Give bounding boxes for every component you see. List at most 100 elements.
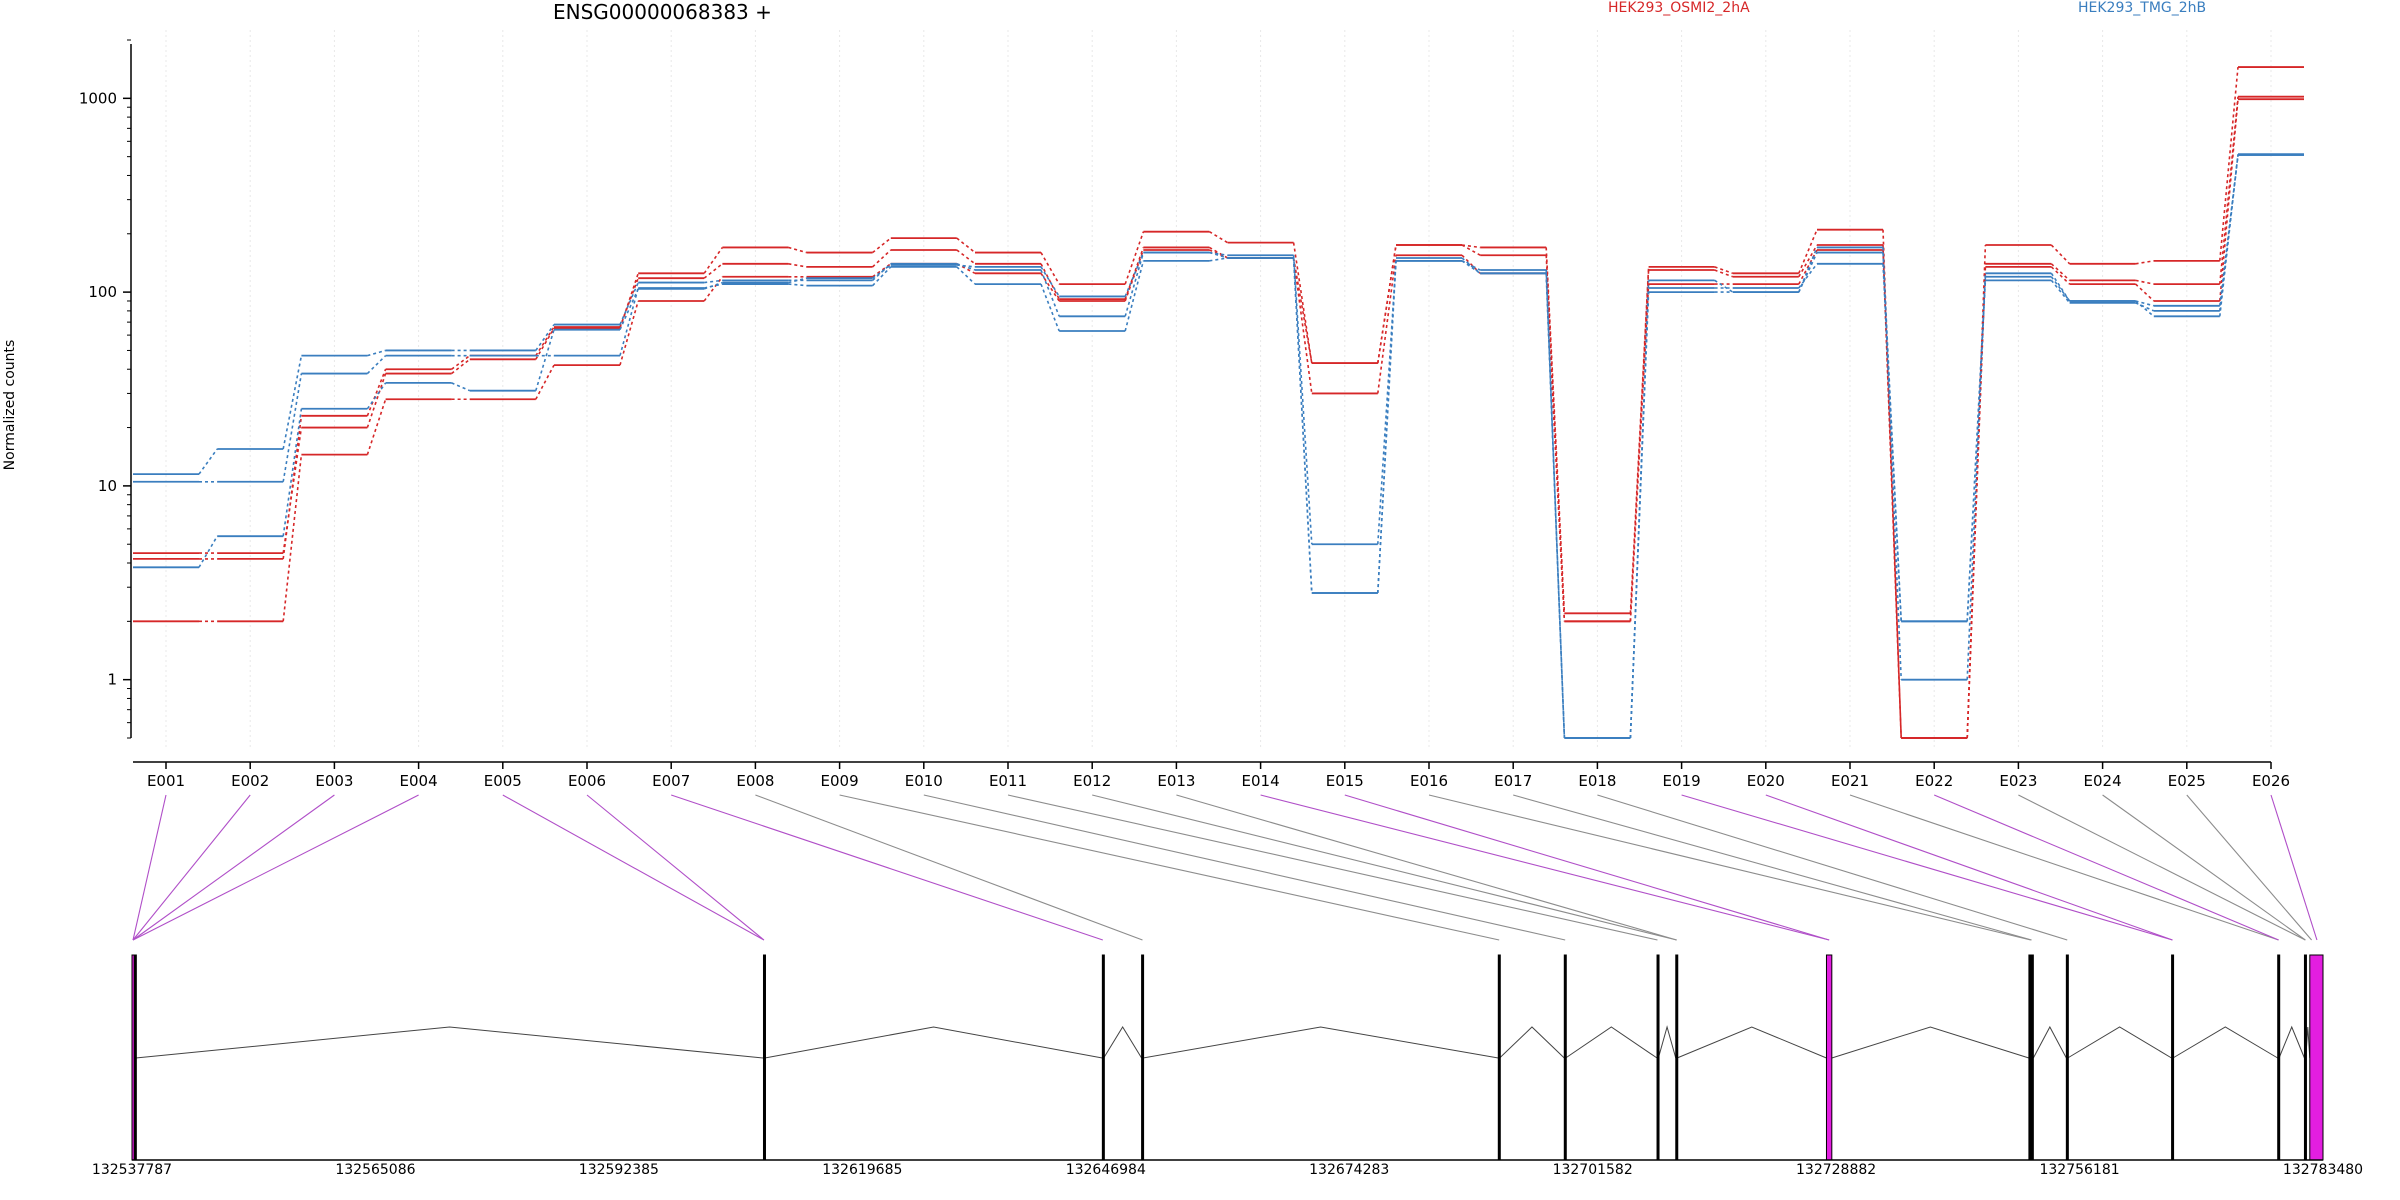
x-tick-label: E020 xyxy=(1747,772,1785,790)
series-connector xyxy=(2050,263,2071,281)
series-connector xyxy=(703,276,724,302)
series-connector xyxy=(2219,96,2239,285)
intron-line xyxy=(2278,1025,2305,1059)
series-connector xyxy=(2219,99,2239,302)
exon-connector xyxy=(1513,794,2032,941)
series-connector xyxy=(2219,66,2239,261)
series-connector xyxy=(1208,231,1229,244)
intron-line xyxy=(1657,1025,1677,1059)
chart-title: ENSG00000068383 + xyxy=(553,0,772,24)
series-connector xyxy=(1461,260,1481,271)
series-connector xyxy=(956,266,976,285)
exon-connector xyxy=(1681,794,2173,941)
exon-box xyxy=(1675,954,1679,1161)
series-connector xyxy=(198,448,218,475)
genomic-tick-label: 132756181 xyxy=(2039,1162,2119,1178)
genomic-tick-label: 132674283 xyxy=(1309,1162,1389,1178)
exon-connector xyxy=(1765,794,2173,941)
genomic-tick-label: 132592385 xyxy=(579,1162,659,1178)
series-connector xyxy=(367,349,386,357)
x-tick-label: E021 xyxy=(1831,772,1869,790)
series-connector xyxy=(788,263,807,268)
exon-connector xyxy=(132,794,167,941)
x-tick-label: E019 xyxy=(1663,772,1701,790)
intron-line xyxy=(2067,1026,2172,1059)
x-tick-label: E004 xyxy=(400,772,438,790)
series-connector xyxy=(872,237,892,254)
exon-connector xyxy=(671,794,1103,941)
exon-connector xyxy=(1428,794,2031,941)
exon-connector xyxy=(1092,794,1677,941)
y-tick-label: 100 xyxy=(88,283,117,301)
series-connector xyxy=(1714,279,1734,293)
series-connector xyxy=(1882,247,1902,680)
legend-entry-tmg: HEK293_TMG_2hB xyxy=(2078,0,2207,16)
genomic-tick-label: 132646984 xyxy=(1066,1162,1146,1178)
series-connector xyxy=(2135,300,2155,317)
series-connector xyxy=(1377,255,1397,394)
series-connector xyxy=(2050,266,2071,285)
series-connector xyxy=(198,535,218,568)
series-connector xyxy=(1377,244,1397,364)
exon-connector xyxy=(1176,794,1677,941)
series-connector xyxy=(1629,280,1650,739)
series-connector xyxy=(1798,263,1818,289)
exon-connector xyxy=(1344,794,1830,941)
exon-connector xyxy=(132,794,335,941)
series-connector xyxy=(956,264,976,268)
series-connector xyxy=(1040,252,1060,285)
x-tick-label: E025 xyxy=(2168,772,2206,790)
series-connector xyxy=(1629,266,1650,614)
x-tick-label: E011 xyxy=(989,772,1027,790)
series-connector xyxy=(451,382,471,392)
exon-connector xyxy=(755,794,1143,941)
series-connector xyxy=(1966,273,1987,680)
x-tick-label: E003 xyxy=(315,772,353,790)
genomic-tick-label: 132783480 xyxy=(2283,1162,2363,1178)
exon-connector xyxy=(2018,794,2306,941)
series-connector xyxy=(1461,244,1481,256)
series-5 xyxy=(133,154,2304,739)
intron-line xyxy=(1103,1026,1143,1059)
series-connector xyxy=(1377,260,1397,545)
exon-connector xyxy=(2270,794,2318,941)
series-connector xyxy=(2050,279,2071,304)
x-tick-label: E022 xyxy=(1915,772,1953,790)
x-tick-label: E017 xyxy=(1494,772,1532,790)
x-tick-label: E006 xyxy=(568,772,606,790)
exon-box xyxy=(2028,954,2034,1161)
series-1 xyxy=(133,66,2304,739)
series-connector xyxy=(1798,244,1818,278)
exon-box xyxy=(2065,954,2069,1161)
series-connector xyxy=(366,373,387,428)
series-connector xyxy=(1545,247,1566,614)
x-tick-label: E023 xyxy=(1999,772,2037,790)
series-connector xyxy=(366,398,387,455)
exon-connector xyxy=(1260,794,1830,941)
series-connector xyxy=(1040,263,1060,300)
exon-connector xyxy=(2102,794,2306,941)
series-connector xyxy=(872,263,892,278)
exon-box xyxy=(2277,954,2281,1161)
series-connector xyxy=(1292,255,1313,545)
exon-connector xyxy=(1849,794,2279,941)
series-connector xyxy=(282,415,303,559)
series-connector xyxy=(1124,252,1145,297)
x-tick-label: E005 xyxy=(484,772,522,790)
exon-connector xyxy=(1933,794,2279,941)
exon-box xyxy=(1141,954,1145,1161)
series-connector xyxy=(1124,260,1145,332)
series-connector xyxy=(619,288,639,330)
y-tick-label: 1000 xyxy=(79,89,117,107)
series-connector xyxy=(535,364,555,400)
series-connector xyxy=(1040,269,1060,317)
exon-box xyxy=(1497,954,1501,1161)
series-connector xyxy=(366,368,387,417)
genomic-tick-label: 132619685 xyxy=(822,1162,902,1178)
x-tick-label: E007 xyxy=(652,772,690,790)
series-3 xyxy=(133,98,2304,739)
series-connector xyxy=(1292,257,1313,394)
series-connector xyxy=(703,246,724,274)
series-connector xyxy=(703,263,723,279)
